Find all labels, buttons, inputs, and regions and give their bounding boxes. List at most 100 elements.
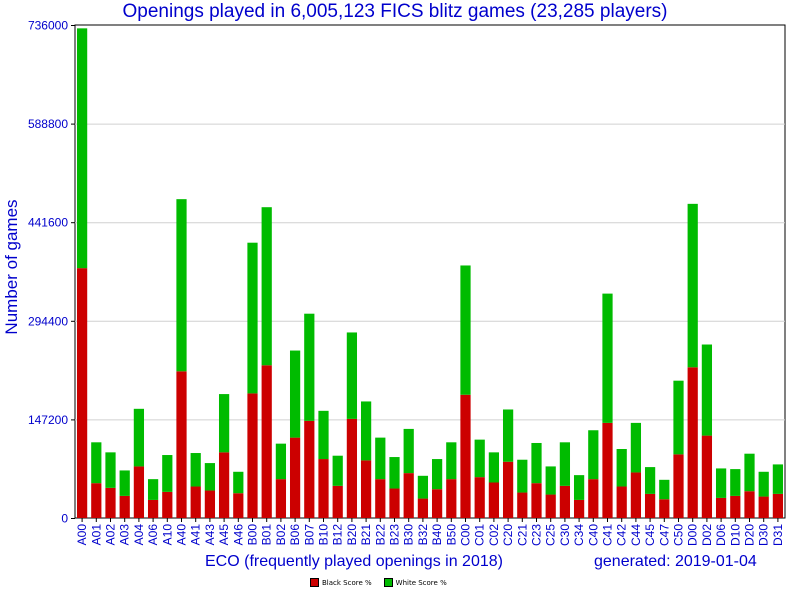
bar-black — [488, 482, 500, 518]
bar-black — [190, 486, 201, 518]
bar-black — [460, 394, 471, 518]
y-axis-label: Number of games — [2, 199, 21, 335]
bar-black — [261, 365, 272, 518]
bar-white — [744, 453, 755, 492]
bar-black — [673, 454, 684, 518]
bar-black — [76, 268, 88, 518]
bar-black — [730, 495, 741, 518]
bar-white — [616, 449, 627, 487]
bar-black — [545, 494, 556, 518]
generated-date: generated: 2019-01-04 — [594, 553, 757, 570]
bar-white — [403, 428, 414, 474]
bar-white — [233, 471, 244, 494]
x-tick-label: B22 — [373, 524, 387, 546]
x-tick-label: B23 — [388, 524, 402, 546]
x-tick-label: A06 — [146, 524, 160, 546]
x-tick-label: B02 — [274, 524, 288, 546]
bar-white — [502, 409, 514, 462]
bar-white — [190, 453, 201, 487]
bar-black — [247, 393, 258, 518]
bar-black — [91, 483, 102, 518]
bar-black — [318, 459, 329, 518]
bar-white — [162, 455, 173, 492]
x-tick-label: C25 — [544, 524, 558, 546]
bar-black — [559, 485, 571, 518]
bar-black — [715, 497, 727, 518]
x-tick-label: A45 — [217, 524, 231, 546]
bar-black — [176, 371, 187, 518]
x-tick-label: A10 — [160, 524, 174, 546]
bar-white — [289, 350, 301, 438]
bar-white — [559, 442, 571, 486]
bar-black — [588, 479, 599, 518]
bar-black — [304, 420, 315, 518]
x-tick-label: C41 — [601, 524, 615, 546]
bar-black — [687, 367, 698, 518]
x-tick-label: D06 — [714, 524, 728, 546]
bar-white — [417, 475, 429, 499]
x-tick-label: B21 — [359, 524, 373, 546]
bar-white — [659, 479, 670, 500]
bar-white — [460, 265, 471, 395]
bar-white — [772, 464, 784, 494]
bar-black — [616, 486, 627, 518]
bar-black — [162, 491, 173, 518]
bar-white — [588, 430, 599, 480]
bar-white — [531, 442, 542, 484]
x-tick-label: A01 — [89, 524, 103, 546]
x-tick-label: A43 — [203, 524, 217, 546]
bar-black — [446, 479, 457, 518]
bar-white — [275, 443, 287, 480]
bar-black — [389, 488, 400, 518]
x-tick-label: B12 — [331, 524, 345, 546]
bar-white — [218, 394, 230, 453]
x-tick-label: B40 — [430, 524, 444, 546]
bar-black — [147, 499, 159, 518]
y-tick-label: 294400 — [28, 314, 68, 328]
legend-swatch-black — [310, 578, 319, 587]
bar-white — [304, 313, 315, 421]
bar-black — [602, 422, 613, 518]
x-tick-label: A02 — [104, 524, 118, 546]
x-tick-label: A46 — [231, 524, 245, 546]
bar-white — [204, 463, 216, 491]
bar-white — [389, 457, 400, 489]
bar-black — [659, 499, 670, 518]
bar-white — [76, 28, 88, 269]
bar-black — [644, 493, 656, 518]
bar-white — [91, 442, 102, 484]
x-tick-label: C02 — [487, 524, 501, 546]
bar-black — [417, 498, 429, 518]
x-tick-label: C21 — [515, 524, 529, 546]
x-tick-label: C20 — [501, 524, 515, 546]
bar-black — [275, 479, 287, 518]
x-tick-label: D10 — [728, 524, 742, 546]
x-tick-label: D02 — [700, 524, 714, 546]
x-tick-label: D00 — [686, 524, 700, 546]
bar-black — [744, 491, 755, 518]
x-tick-label: A41 — [189, 524, 203, 546]
x-tick-label: B32 — [416, 524, 430, 546]
bar-white — [176, 199, 187, 372]
bar-white — [488, 452, 500, 483]
y-tick-label: 588800 — [28, 117, 68, 131]
bar-black — [531, 483, 542, 518]
bar-black — [502, 461, 514, 518]
bar-white — [630, 422, 642, 473]
x-tick-label: C42 — [615, 524, 629, 546]
bar-white — [247, 242, 258, 394]
bar-black — [517, 492, 528, 518]
bar-white — [474, 439, 485, 478]
bar-black — [403, 473, 414, 518]
bar-black — [332, 485, 343, 518]
bar-white — [545, 466, 556, 495]
bar-white — [147, 479, 159, 500]
bar-black — [431, 489, 443, 518]
bar-black — [701, 435, 713, 518]
bar-white — [346, 332, 358, 419]
bar-white — [133, 408, 145, 467]
x-tick-label: B07 — [302, 524, 316, 546]
bar-white — [573, 475, 585, 500]
bar-white — [701, 344, 713, 436]
